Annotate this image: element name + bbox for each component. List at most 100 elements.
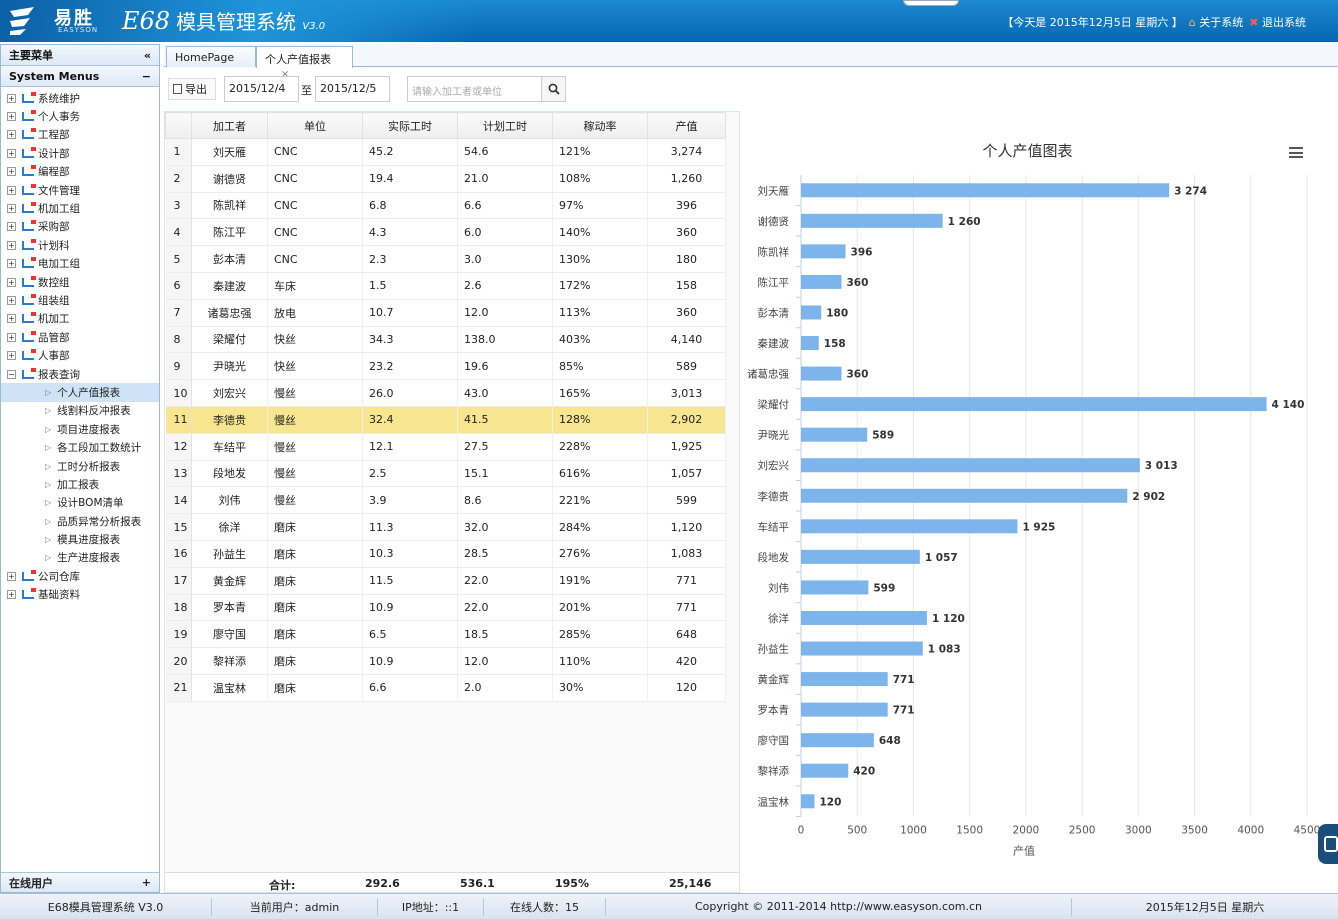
table-row[interactable]: 13 段地发 慢丝 2.5 15.1 616% 1,057 [165, 460, 726, 488]
sidebar-report-item[interactable]: ▷ 模具进度报表 [1, 530, 159, 548]
sidebar-report-item[interactable]: ▷ 设计BOM清单 [1, 494, 159, 512]
side-chat-tab[interactable] [1318, 824, 1338, 864]
caret-right-icon: ▷ [45, 535, 52, 545]
expand-icon[interactable]: + [7, 590, 16, 600]
sidebar-menu-item[interactable]: + 编程部 [1, 163, 159, 181]
top-collapse-handle[interactable] [903, 0, 959, 6]
expand-icon[interactable]: + [7, 571, 16, 581]
table-row[interactable]: 16 孙益生 磨床 10.3 28.5 276% 1,083 [165, 540, 726, 568]
date-from-input[interactable]: 2015/12/4 [224, 76, 299, 102]
caret-right-icon: ▷ [45, 424, 52, 434]
table-row[interactable]: 21 温宝林 磨床 6.6 2.0 30% 120 [165, 674, 726, 702]
column-header[interactable]: 单位 [267, 112, 363, 139]
sidebar-menu-item[interactable]: − 报表查询 [1, 365, 159, 383]
expand-icon[interactable]: + [7, 185, 16, 195]
sidebar-report-item[interactable]: ▷ 工时分析报表 [1, 457, 159, 475]
system-menus-toggle[interactable]: − [141, 69, 151, 83]
table-row[interactable]: 4 陈江平 CNC 4.3 6.0 140% 360 [165, 218, 726, 247]
expand-icon[interactable]: + [7, 277, 16, 287]
sidebar-report-item[interactable]: ▷ 品质异常分析报表 [1, 512, 159, 530]
tab-homepage[interactable]: HomePage [166, 46, 256, 67]
collapse-sidebar-button[interactable]: « [143, 48, 151, 62]
expand-icon[interactable]: + [7, 295, 16, 305]
table-row[interactable]: 5 彭本清 CNC 2.3 3.0 130% 180 [165, 245, 726, 273]
sidebar-report-item[interactable]: ▷ 个人产值报表 [1, 383, 159, 402]
sidebar-menu-item[interactable]: + 数控组 [1, 273, 159, 291]
expand-icon[interactable]: + [7, 148, 16, 158]
table-row[interactable]: 18 罗本青 磨床 10.9 22.0 201% 771 [165, 594, 726, 622]
table-row[interactable]: 12 车结平 慢丝 12.1 27.5 228% 1,925 [165, 433, 726, 461]
expand-icon[interactable]: + [7, 130, 16, 140]
sidebar-menu-item[interactable]: + 组装组 [1, 291, 159, 309]
sidebar-report-item[interactable]: ▷ 各工段加工数统计 [1, 438, 159, 456]
easyson-logo-icon [10, 7, 34, 35]
sidebar-menu-item[interactable]: + 品管部 [1, 328, 159, 346]
expand-icon[interactable]: + [7, 240, 16, 250]
about-link[interactable]: ⌂ 关于系统 [1189, 14, 1243, 30]
table-row[interactable]: 3 陈凯祥 CNC 6.8 6.6 97% 396 [165, 192, 726, 220]
sidebar-report-item[interactable]: ▷ 项目进度报表 [1, 420, 159, 438]
sidebar-menu-item[interactable]: + 计划科 [1, 236, 159, 254]
search-button[interactable] [541, 76, 566, 102]
sidebar-report-item[interactable]: ▷ 生产进度报表 [1, 549, 159, 567]
column-header[interactable]: 稼动率 [552, 112, 648, 139]
expand-icon[interactable]: + [7, 93, 16, 103]
table-row[interactable]: 2 谢德贤 CNC 19.4 21.0 108% 1,260 [165, 165, 726, 193]
table-cell: 34.3 [362, 326, 458, 354]
column-header[interactable]: 加工者 [191, 112, 268, 139]
expand-icon[interactable]: + [7, 204, 16, 214]
expand-icon[interactable]: + [7, 112, 16, 122]
sidebar-menu-item[interactable]: + 个人事务 [1, 107, 159, 125]
collapse-icon[interactable]: − [7, 369, 16, 379]
system-menus-header[interactable]: System Menus − [1, 66, 159, 87]
sidebar-menu-item[interactable]: + 公司仓库 [1, 567, 159, 585]
expand-icon[interactable]: + [7, 222, 16, 232]
table-row[interactable]: 20 黎祥添 磨床 10.9 12.0 110% 420 [165, 647, 726, 675]
tab-personal-output-report[interactable]: 个人产值报表 × [256, 46, 353, 80]
table-row[interactable]: 10 刘宏兴 慢丝 26.0 43.0 165% 3,013 [165, 379, 726, 407]
sidebar-menu-item[interactable]: + 采购部 [1, 218, 159, 236]
table-row[interactable]: 19 廖守国 磨床 6.5 18.5 285% 648 [165, 620, 726, 649]
column-header[interactable]: 产值 [647, 112, 726, 139]
sidebar-menu-item[interactable]: + 工程部 [1, 126, 159, 144]
export-button[interactable]: 导出 [168, 78, 216, 100]
table-row[interactable]: 7 诸葛忠强 放电 10.7 12.0 113% 360 [165, 299, 726, 327]
table-cell: 1,083 [647, 540, 726, 568]
table-row[interactable]: 14 刘伟 慢丝 3.9 8.6 221% 599 [165, 486, 726, 515]
close-tab-icon[interactable]: × [281, 69, 290, 80]
column-header[interactable]: 实际工时 [362, 112, 458, 139]
table-row[interactable]: 6 秦建波 车床 1.5 2.6 172% 158 [165, 272, 726, 300]
expand-icon[interactable]: + [7, 167, 16, 177]
sidebar-menu-item[interactable]: + 机加工组 [1, 199, 159, 217]
table-row[interactable]: 11 李德贵 慢丝 32.4 41.5 128% 2,902 [165, 406, 726, 434]
table-cell: 车床 [267, 272, 363, 300]
sidebar-report-item[interactable]: ▷ 加工报表 [1, 475, 159, 493]
output-chart: 0 500 1000 1500 2000 2500 3000 3500 4000 4500 刘天雁 3… [740, 111, 1320, 889]
expand-icon[interactable]: + [7, 351, 16, 361]
sidebar-menu-item[interactable]: + 机加工 [1, 310, 159, 328]
sidebar-menu-item[interactable]: + 人事部 [1, 346, 159, 364]
expand-icon[interactable]: + [7, 259, 16, 269]
expand-icon[interactable]: + [7, 314, 16, 324]
table-row[interactable]: 8 梁耀付 快丝 34.3 138.0 403% 4,140 [165, 326, 726, 354]
expand-icon[interactable]: + [7, 332, 16, 342]
table-cell: 97% [552, 192, 648, 220]
table-row[interactable]: 1 刘天雁 CNC 45.2 54.6 121% 3,274 [165, 138, 726, 166]
sidebar-menu-item[interactable]: + 基础资料 [1, 586, 159, 604]
column-header[interactable]: 计划工时 [457, 112, 553, 139]
table-row[interactable]: 9 尹晓光 快丝 23.2 19.6 85% 589 [165, 352, 726, 381]
sidebar-menu-item[interactable]: + 系统维护 [1, 89, 159, 107]
online-users-panel[interactable]: 在线用户 + [1, 872, 159, 892]
chart-menu-icon[interactable] [1289, 147, 1303, 158]
sidebar-report-item[interactable]: ▷ 线割料反冲报表 [1, 402, 159, 420]
sidebar-menu-item[interactable]: + 电加工组 [1, 255, 159, 273]
date-to-input[interactable]: 2015/12/5 [315, 76, 390, 102]
search-input[interactable]: 请输入加工者或单位 [407, 76, 542, 102]
sidebar-menu-item[interactable]: + 设计部 [1, 144, 159, 162]
logout-link[interactable]: ✖ 退出系统 [1249, 14, 1306, 30]
sidebar-menu-item[interactable]: + 文件管理 [1, 181, 159, 199]
caret-right-icon: ▷ [45, 498, 52, 508]
table-row[interactable]: 17 黄金辉 磨床 11.5 22.0 191% 771 [165, 567, 726, 595]
table-row[interactable]: 15 徐洋 磨床 11.3 32.0 284% 1,120 [165, 513, 726, 541]
online-users-toggle[interactable]: + [141, 876, 151, 889]
